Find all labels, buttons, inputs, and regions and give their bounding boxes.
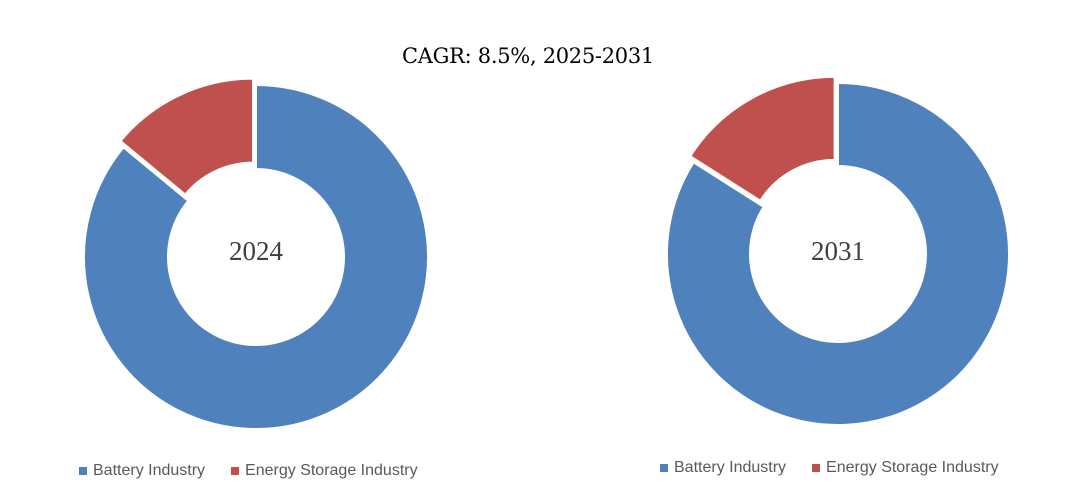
slice-battery-industry-2031 xyxy=(666,81,1010,426)
legend-label: Energy Storage Industry xyxy=(826,459,999,476)
center-label-2031: 2031 xyxy=(811,236,865,266)
legend-item-energy-storage: Energy Storage Industry xyxy=(231,462,418,480)
legend-swatch-energy-storage xyxy=(812,464,821,472)
slice-energy-storage-industry-2024 xyxy=(119,77,255,196)
legend-2031: Battery Industry Energy Storage Industry xyxy=(660,459,1025,477)
center-label-2024: 2024 xyxy=(229,236,284,266)
donut-chart-2031 xyxy=(666,75,1010,426)
legend-label: Battery Industry xyxy=(674,459,787,476)
legend-2024: Battery Industry Energy Storage Industry xyxy=(79,462,444,480)
donut-chart-2024 xyxy=(83,77,429,430)
legend-label: Energy Storage Industry xyxy=(245,462,418,479)
slice-battery-industry-2024 xyxy=(83,83,429,430)
cagr-title: CAGR: 8.5%, 2025-2031 xyxy=(402,44,654,68)
slice-energy-storage-industry-2031 xyxy=(688,75,836,203)
legend-item-battery: Battery Industry xyxy=(79,462,205,480)
legend-swatch-energy-storage xyxy=(231,467,240,475)
legend-swatch-battery xyxy=(660,464,668,472)
legend-label: Battery Industry xyxy=(93,462,206,479)
legend-item-energy-storage: Energy Storage Industry xyxy=(812,459,999,477)
legend-swatch-battery xyxy=(79,467,87,475)
legend-item-battery: Battery Industry xyxy=(660,459,786,477)
